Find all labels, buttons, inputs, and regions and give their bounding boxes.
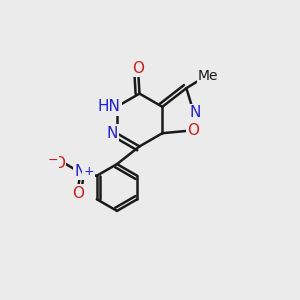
- Text: O: O: [53, 156, 65, 171]
- Text: O: O: [132, 61, 144, 76]
- Text: +: +: [83, 165, 94, 178]
- Text: O: O: [187, 123, 199, 138]
- Text: N: N: [106, 126, 118, 141]
- Text: −: −: [48, 154, 58, 167]
- Text: N: N: [190, 105, 201, 120]
- Text: HN: HN: [98, 99, 121, 114]
- Text: O: O: [72, 186, 84, 201]
- Text: N: N: [74, 164, 86, 179]
- Text: Me: Me: [198, 69, 218, 82]
